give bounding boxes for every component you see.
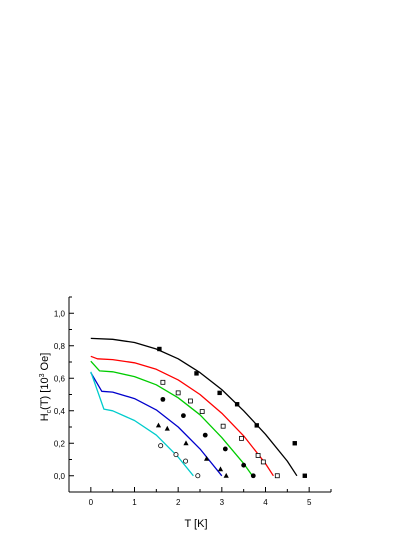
y-axis-title-sup: 3 [39, 373, 46, 377]
data-point [254, 423, 259, 428]
data-point [160, 379, 166, 385]
data-point [241, 462, 247, 468]
y-axis-title: Hc(T) [103 Oe] [39, 353, 53, 422]
y-tick-label: 0,0 [54, 472, 66, 481]
y-tick-label: 0,4 [54, 407, 66, 416]
data-point [194, 371, 199, 376]
fit-curve-2 [90, 355, 274, 477]
data-point [155, 422, 162, 428]
fit-curve-5 [90, 371, 194, 477]
x-tick-label: 3 [220, 498, 225, 507]
y-axis-title-end: Oe] [39, 353, 51, 374]
data-point [260, 459, 266, 465]
y-tick-label: 1,0 [54, 309, 66, 318]
fit-curve-3 [90, 360, 253, 477]
data-point [199, 409, 205, 414]
y-tick-label: 0,6 [54, 374, 66, 383]
y-tick-label: 0,8 [54, 342, 66, 351]
data-point [217, 390, 222, 396]
data-point [173, 452, 179, 458]
y-axis-title-sub: c [46, 409, 53, 413]
data-point [255, 453, 261, 458]
data-point [302, 473, 307, 478]
data-point [204, 455, 210, 461]
data-point [217, 466, 224, 472]
data-point [292, 441, 297, 446]
data-point [202, 432, 208, 438]
y-tick-label: 0,2 [54, 439, 66, 448]
data-point [239, 435, 244, 441]
data-point [250, 473, 256, 479]
axes: 0 1 2 3 4 5 0,0 0,2 0,4 0,6 0,8 1,0 [54, 296, 332, 507]
y-axis-title-mid: (T) [10 [39, 377, 51, 409]
data-point [164, 425, 170, 431]
data-point [183, 440, 189, 446]
data-point [222, 446, 228, 452]
x-tick-label: 4 [263, 498, 268, 507]
data-point [187, 398, 193, 404]
data-point [157, 346, 162, 352]
data-point [175, 390, 181, 396]
data-point [181, 413, 186, 419]
data-point [160, 396, 166, 402]
data-point [220, 423, 226, 429]
x-tick-label: 1 [132, 498, 137, 507]
fit-curve-1 [90, 337, 298, 477]
x-tick-label: 5 [307, 498, 312, 507]
data-point [274, 473, 280, 479]
data-point [158, 443, 164, 449]
data-point [223, 472, 229, 478]
x-axis-title: T [K] [184, 518, 207, 530]
y-axis-title-main: H [39, 413, 51, 421]
data-markers [155, 346, 307, 479]
data-point [183, 458, 189, 464]
x-tick-label: 2 [176, 498, 181, 507]
x-tick-label: 0 [89, 498, 94, 507]
data-point [234, 402, 240, 407]
fit-curves [90, 337, 298, 477]
fit-curve-4 [90, 372, 223, 477]
data-point [195, 473, 201, 479]
